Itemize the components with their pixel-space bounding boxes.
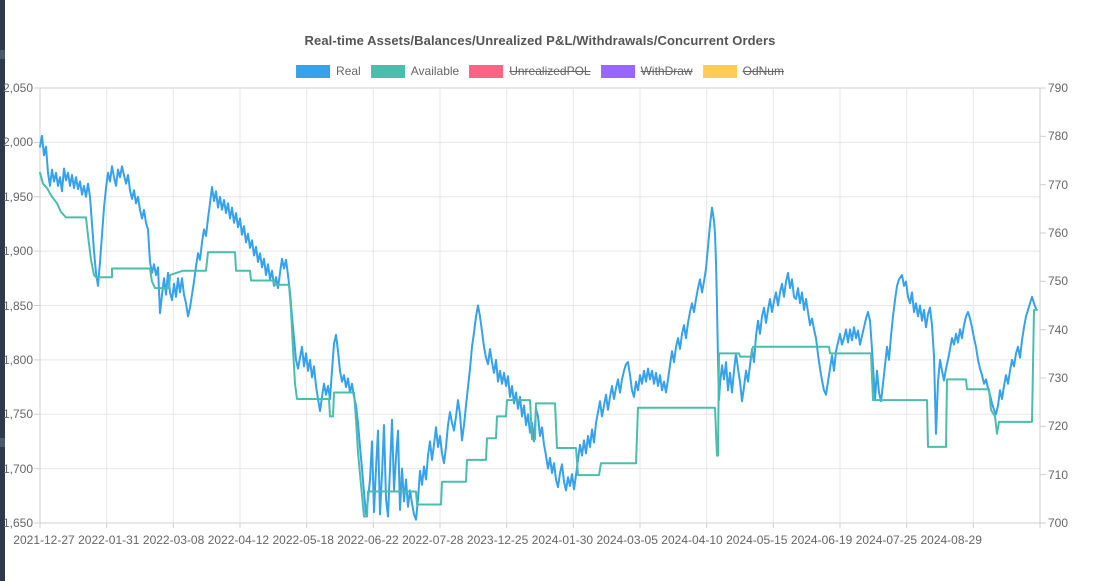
series-line-real xyxy=(39,134,1037,521)
legend-swatch xyxy=(370,64,405,78)
x-axis-label: 2022-05-18 xyxy=(272,533,334,547)
x-axis-label: 2023-12-25 xyxy=(466,533,529,547)
x-axis-label: 2024-04-10 xyxy=(661,533,723,547)
x-axis-label: 2024-05-15 xyxy=(726,533,788,547)
y-axis-left-label: 1,900 xyxy=(2,244,33,259)
y-axis-right-label: 700 xyxy=(1048,516,1069,530)
x-axis-label: 2021-12-27 xyxy=(13,533,75,547)
y-axis-right-label: 790 xyxy=(1048,81,1069,95)
legend-item-unrealizedpol[interactable]: UnrealizedPOL xyxy=(469,64,591,78)
x-axis-label: 2024-07-25 xyxy=(855,533,918,547)
legend-swatch xyxy=(600,64,635,78)
edge-mark xyxy=(0,438,5,447)
y-axis-left-label: 1,950 xyxy=(2,189,33,204)
x-axis-label: 2022-06-22 xyxy=(337,533,399,547)
legend-item-available[interactable]: Available xyxy=(370,64,460,78)
y-axis-right-label: 770 xyxy=(1048,177,1069,192)
edge-mark xyxy=(0,50,5,59)
legend-label: WithDraw xyxy=(640,64,693,78)
y-axis-right-label: 760 xyxy=(1048,226,1069,240)
y-axis-right-label: 740 xyxy=(1048,322,1069,337)
legend-label: Real xyxy=(336,64,361,78)
x-axis-label: 2022-07-28 xyxy=(402,533,464,547)
y-axis-right-label: 780 xyxy=(1048,129,1069,144)
chart-title: Real-time Assets/Balances/Unrealized P&L… xyxy=(304,33,776,48)
y-axis-right-label: 750 xyxy=(1048,274,1069,289)
y-axis-left-label: 1,850 xyxy=(2,298,33,313)
x-axis-label: 2022-04-12 xyxy=(207,533,270,547)
y-axis-left-label: 1,650 xyxy=(2,516,33,530)
y-axis-left-label: 1,750 xyxy=(2,407,33,422)
legend-label: OdNum xyxy=(742,64,784,78)
y-axis-right-label: 710 xyxy=(1048,467,1069,482)
legend-item-odnum[interactable]: OdNum xyxy=(702,64,784,78)
x-axis-label: 2024-08-29 xyxy=(920,533,982,547)
legend-item-withdraw[interactable]: WithDraw xyxy=(600,64,693,78)
y-axis-left-label: 2,050 xyxy=(2,81,33,95)
legend-swatch xyxy=(702,64,737,78)
x-axis-label: 2022-03-08 xyxy=(142,533,205,547)
y-axis-left-label: 1,700 xyxy=(2,461,33,476)
chart-legend: Real Available UnrealizedPOL WithDraw OdNum xyxy=(296,64,784,78)
x-axis-label: 2024-06-19 xyxy=(790,533,853,547)
legend-label: UnrealizedPOL xyxy=(509,64,591,78)
y-axis-right-label: 730 xyxy=(1048,371,1069,385)
x-axis-label: 2024-03-05 xyxy=(596,533,658,547)
x-axis-label: 2022-01-31 xyxy=(78,533,140,547)
y-axis-left-label: 2,000 xyxy=(2,135,33,150)
legend-swatch xyxy=(469,64,504,78)
series-line-available xyxy=(39,171,1038,518)
y-axis-right-label: 720 xyxy=(1048,419,1069,434)
window-edge-strip xyxy=(0,0,5,581)
legend-swatch xyxy=(296,64,331,78)
legend-item-real[interactable]: Real xyxy=(296,64,361,78)
y-axis-left-label: 1,800 xyxy=(2,352,33,367)
legend-label: Available xyxy=(410,64,460,78)
x-axis-label: 2024-01-30 xyxy=(531,533,594,547)
